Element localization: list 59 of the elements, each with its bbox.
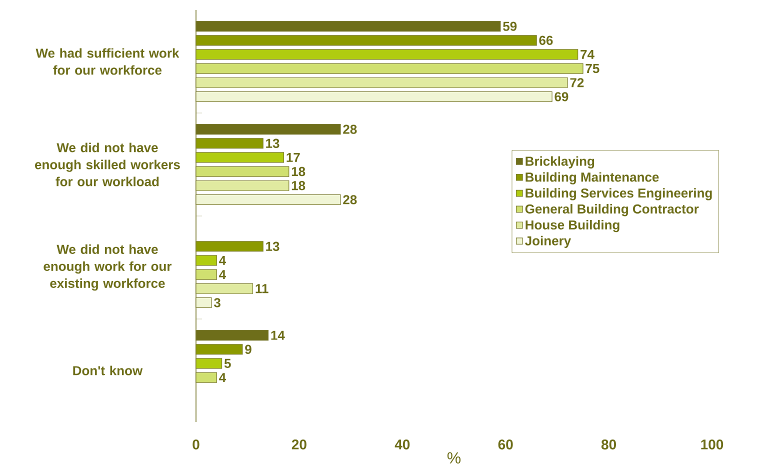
- legend-label: Building Services Engineering: [526, 188, 712, 200]
- bar: [196, 180, 290, 191]
- bar: [196, 35, 537, 46]
- data-label: 9: [245, 344, 252, 354]
- data-label: 74: [580, 50, 594, 60]
- data-label: 59: [503, 22, 517, 31]
- bar: [196, 297, 212, 308]
- bar: [196, 91, 552, 102]
- bar: [196, 255, 217, 266]
- bar: [196, 138, 264, 149]
- data-label: 13: [266, 138, 280, 148]
- bar: [196, 372, 217, 383]
- bar: [196, 241, 264, 252]
- y-tick-label: We had sufficient work for our workforce: [36, 48, 180, 75]
- data-label: 18: [292, 167, 306, 176]
- y-tick-label: Don't know: [73, 366, 143, 376]
- bar: [196, 49, 578, 60]
- bar: [196, 194, 341, 206]
- bar: [196, 21, 501, 32]
- data-label: 28: [343, 195, 357, 204]
- y-tick-label: We did not have enough skilled workers for our workload: [35, 142, 180, 186]
- x-tick-label: 20: [292, 440, 306, 450]
- bar: [196, 124, 341, 135]
- x-tick-label: 0: [192, 440, 200, 450]
- data-label: 4: [219, 373, 226, 382]
- bar: [196, 166, 290, 177]
- data-label: 28: [343, 124, 357, 134]
- data-label: 17: [286, 153, 300, 162]
- x-tick-label: 100: [701, 440, 724, 450]
- bar: [196, 63, 584, 74]
- x-tick-label: 60: [498, 440, 513, 450]
- data-label: 75: [586, 64, 600, 74]
- data-label: 72: [570, 78, 584, 88]
- bar: [196, 330, 269, 341]
- bar: [196, 344, 243, 355]
- x-tick-label: 80: [601, 440, 616, 450]
- bar: [196, 269, 217, 280]
- data-label: 14: [271, 330, 285, 340]
- x-axis-title: %: [447, 452, 461, 464]
- data-label: 66: [539, 36, 553, 46]
- data-label: 18: [292, 181, 306, 190]
- legend-label: Joinery: [525, 236, 572, 248]
- data-label: 13: [266, 242, 280, 252]
- x-tick-label: 40: [394, 440, 410, 450]
- bar: [196, 77, 568, 88]
- data-label: 11: [256, 284, 268, 294]
- legend-label: House Building: [526, 220, 620, 232]
- legend-label: Building Maintenance: [526, 172, 659, 184]
- data-label: 4: [219, 256, 226, 266]
- data-label: 69: [554, 92, 568, 102]
- bar: [196, 358, 222, 369]
- data-label: 5: [224, 359, 231, 368]
- bar: [196, 283, 254, 294]
- legend-label: Bricklaying: [526, 156, 594, 169]
- data-label: 4: [219, 270, 226, 280]
- legend-label: General Building Contractor: [525, 204, 699, 216]
- data-label: 3: [214, 298, 220, 308]
- bar: [196, 152, 284, 163]
- y-tick-label: We did not have enough work for our existing workforce: [44, 244, 172, 291]
